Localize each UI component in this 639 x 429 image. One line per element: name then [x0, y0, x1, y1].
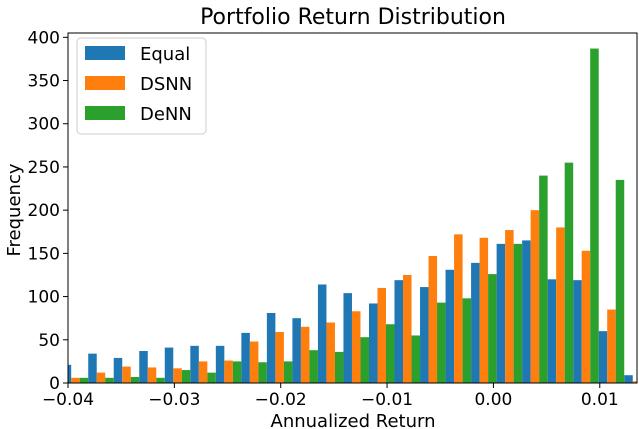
- legend-swatch-dsnn: [85, 76, 125, 90]
- bar-denn-21: [615, 179, 625, 383]
- bar-equal-5: [190, 345, 199, 383]
- bar-equal-8: [266, 313, 276, 383]
- x-tick-label: −0.03: [148, 390, 200, 410]
- y-tick-label: 300: [28, 115, 60, 135]
- bar-dsnn-18: [530, 210, 540, 383]
- bar-equal-2: [113, 357, 123, 383]
- x-tick-label: −0.04: [42, 390, 94, 410]
- bar-denn-1: [105, 377, 114, 383]
- bar-dsnn-4: [173, 368, 182, 383]
- bar-dsnn-2: [122, 366, 131, 383]
- bar-denn-16: [488, 274, 497, 383]
- bar-equal-18: [522, 240, 531, 383]
- bar-equal-14: [420, 287, 429, 383]
- bar-denn-12: [386, 324, 395, 383]
- bar-dsnn-11: [351, 311, 361, 383]
- bar-equal-21: [598, 331, 608, 383]
- bar-denn-3: [156, 377, 165, 383]
- bar-equal-6: [215, 345, 225, 383]
- y-tick-label: 400: [28, 28, 60, 48]
- y-axis-label: Frequency: [4, 163, 25, 256]
- y-tick-label: 0: [49, 374, 60, 394]
- x-axis-label: Annualized Return: [271, 411, 436, 429]
- bar-equal-10: [317, 284, 327, 383]
- bar-denn-15: [462, 298, 472, 383]
- bar-dsnn-9: [300, 326, 310, 383]
- bar-dsnn-12: [377, 287, 386, 383]
- x-tick-label: −0.02: [255, 390, 307, 410]
- bar-dsnn-21: [607, 309, 616, 383]
- bar-equal-17: [496, 243, 506, 383]
- bar-denn-9: [309, 350, 318, 383]
- plot-frame: [67, 32, 638, 384]
- bar-dsnn-1: [96, 372, 106, 383]
- bar-dsnn-19: [556, 227, 565, 383]
- legend-swatch-denn: [85, 106, 125, 120]
- bar-denn-18: [539, 175, 548, 383]
- legend-label-equal: Equal: [140, 44, 190, 65]
- bar-equal-19: [547, 279, 557, 383]
- legend-label-dsnn: DSNN: [140, 74, 192, 95]
- y-tick-label: 250: [28, 158, 60, 178]
- bar-dsnn-7: [249, 341, 259, 383]
- bar-denn-14: [437, 302, 446, 383]
- y-tick-label: 100: [28, 288, 60, 308]
- y-tick-label: 150: [28, 244, 60, 264]
- bar-dsnn-0: [71, 377, 80, 383]
- x-tick-label: −0.01: [361, 390, 413, 410]
- bar-equal-9: [292, 318, 301, 383]
- bar-dsnn-13: [403, 274, 412, 383]
- bar-equal-20: [573, 280, 582, 383]
- y-tick-label: 350: [28, 72, 60, 92]
- bar-dsnn-3: [147, 367, 157, 383]
- bar-equal-15: [445, 269, 455, 383]
- bar-equal-13: [394, 280, 404, 383]
- bar-denn-17: [513, 243, 523, 383]
- x-tick-label: 0.01: [581, 390, 619, 410]
- bar-dsnn-20: [581, 250, 591, 383]
- bar-denn-5: [207, 372, 216, 383]
- bar-denn-8: [283, 361, 293, 383]
- y-tick-label: 50: [38, 331, 60, 351]
- bar-equal-3: [139, 351, 148, 383]
- bar-denn-11: [360, 337, 369, 383]
- bar-equal-16: [471, 262, 480, 383]
- bar-dsnn-15: [454, 234, 463, 383]
- legend-label-denn: DeNN: [140, 104, 192, 125]
- x-tick-label: 0.00: [474, 390, 512, 410]
- bar-equal-7: [241, 332, 250, 383]
- bar-dsnn-16: [479, 237, 489, 383]
- bar-dsnn-10: [326, 322, 335, 383]
- bar-denn-13: [411, 335, 421, 383]
- bar-denn-2: [130, 376, 140, 383]
- bar-denn-19: [564, 162, 574, 383]
- bar-dsnn-8: [275, 332, 284, 383]
- legend-swatch-equal: [85, 46, 125, 60]
- bar-equal-22: [624, 375, 633, 383]
- bar-equal-12: [368, 303, 378, 383]
- bar-dsnn-5: [198, 361, 208, 383]
- bar-equal-11: [343, 293, 352, 383]
- bar-denn-4: [181, 370, 191, 383]
- y-tick-label: 200: [28, 201, 60, 221]
- chart-title: Portfolio Return Distribution: [200, 5, 506, 30]
- bar-equal-4: [164, 347, 174, 383]
- bar-equal-0: [68, 364, 72, 383]
- bar-denn-0: [79, 377, 89, 383]
- bar-dsnn-14: [428, 255, 438, 383]
- bars-layer: [68, 48, 637, 383]
- bar-dsnn-17: [505, 230, 514, 383]
- bar-denn-10: [334, 351, 344, 383]
- bar-denn-7: [258, 362, 267, 383]
- bar-denn-20: [590, 48, 599, 383]
- bar-equal-1: [88, 353, 97, 383]
- bar-dsnn-6: [224, 360, 233, 383]
- axes-layer: −0.04 −0.03 −0.02 −0.01 0.00 0.01 0 50 100 150 200…: [28, 28, 638, 410]
- bar-denn-6: [232, 361, 242, 383]
- legend: Equal DSNN DeNN: [76, 37, 207, 135]
- bar-dsnn-22: [632, 381, 637, 383]
